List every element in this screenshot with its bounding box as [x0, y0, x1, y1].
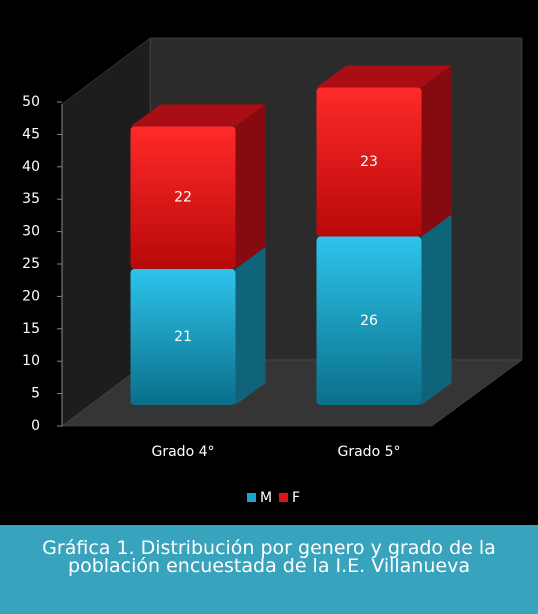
- bar-top: [130, 104, 266, 127]
- bar-segment: [316, 236, 422, 405]
- y-tick-label: 30: [22, 224, 40, 240]
- bar-segment: [130, 268, 236, 405]
- bar-segment: [316, 87, 422, 237]
- y-tick-label: 25: [22, 256, 40, 272]
- y-tick-label: 10: [22, 353, 40, 369]
- value-label: 26: [360, 313, 378, 329]
- x-tick-label: Grado 5°: [338, 444, 401, 460]
- bar-top: [316, 65, 452, 88]
- y-tick-label: 35: [22, 191, 40, 207]
- x-tick-label: Grado 4°: [152, 444, 215, 460]
- value-label: 21: [174, 329, 192, 345]
- y-tick-label: 0: [31, 418, 40, 434]
- y-tick-label: 45: [22, 126, 40, 142]
- bar-side: [235, 246, 266, 405]
- y-tick-label: 50: [22, 94, 40, 110]
- bar-side: [235, 104, 266, 269]
- value-label: 23: [360, 154, 378, 170]
- chart: 0 5 10 15 20 25 30 35 40 45 50 Grado 4° 21 22 Grado 5°…: [22, 37, 523, 506]
- legend-label: F: [292, 490, 300, 506]
- legend-swatch: [279, 493, 288, 502]
- y-tick-label: 20: [22, 288, 40, 304]
- bar-side: [421, 214, 452, 405]
- caption: Gráfica 1. Distribución por genero y gra…: [0, 525, 538, 614]
- bar-segment: [130, 126, 236, 269]
- legend-swatch: [247, 493, 256, 502]
- y-tick-label: 40: [22, 159, 40, 175]
- value-label: 22: [174, 190, 192, 206]
- legend-label: M: [260, 490, 272, 506]
- y-tick-label: 15: [22, 321, 40, 337]
- bar-side: [421, 65, 452, 237]
- y-tick-label: 5: [31, 386, 40, 402]
